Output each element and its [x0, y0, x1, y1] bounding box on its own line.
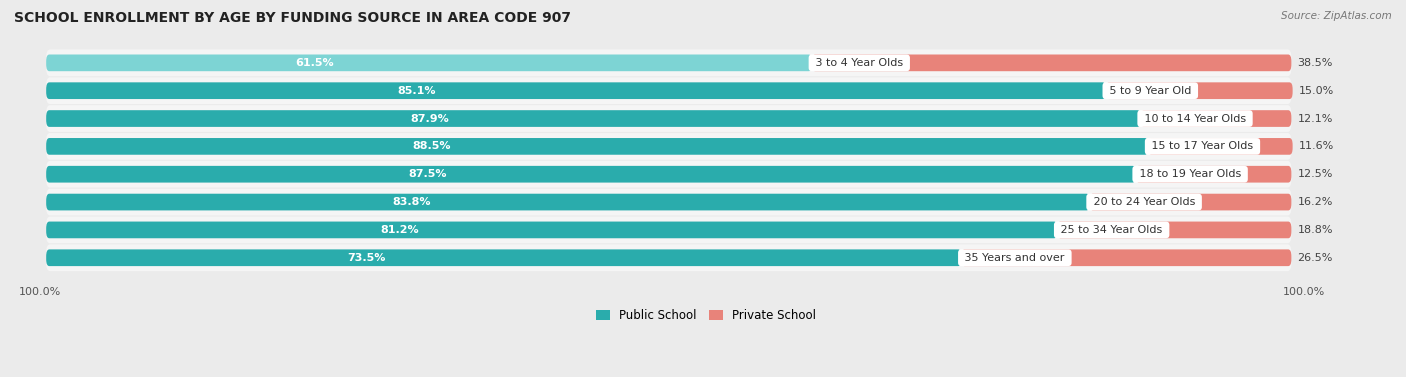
FancyBboxPatch shape [46, 110, 1140, 127]
FancyBboxPatch shape [1090, 194, 1291, 210]
FancyBboxPatch shape [46, 216, 1291, 243]
Text: 87.9%: 87.9% [411, 113, 449, 124]
FancyBboxPatch shape [1057, 222, 1291, 238]
Text: 73.5%: 73.5% [347, 253, 385, 263]
Text: 16.2%: 16.2% [1298, 197, 1333, 207]
Text: 15.0%: 15.0% [1299, 86, 1334, 96]
FancyBboxPatch shape [46, 138, 1149, 155]
Text: 3 to 4 Year Olds: 3 to 4 Year Olds [813, 58, 907, 68]
FancyBboxPatch shape [46, 244, 1291, 271]
Text: 12.5%: 12.5% [1298, 169, 1333, 179]
Text: 88.5%: 88.5% [412, 141, 451, 152]
FancyBboxPatch shape [1136, 166, 1291, 182]
Text: 38.5%: 38.5% [1298, 58, 1333, 68]
Text: 18 to 19 Year Olds: 18 to 19 Year Olds [1136, 169, 1244, 179]
Text: 18.8%: 18.8% [1298, 225, 1333, 235]
FancyBboxPatch shape [46, 194, 1090, 210]
Text: 61.5%: 61.5% [295, 58, 333, 68]
FancyBboxPatch shape [46, 133, 1291, 160]
Text: 20 to 24 Year Olds: 20 to 24 Year Olds [1090, 197, 1198, 207]
Text: 85.1%: 85.1% [398, 86, 436, 96]
Text: 15 to 17 Year Olds: 15 to 17 Year Olds [1149, 141, 1257, 152]
Text: 26.5%: 26.5% [1298, 253, 1333, 263]
FancyBboxPatch shape [46, 222, 1057, 238]
FancyBboxPatch shape [1107, 82, 1292, 99]
FancyBboxPatch shape [46, 161, 1291, 188]
FancyBboxPatch shape [46, 77, 1291, 104]
Text: 11.6%: 11.6% [1299, 141, 1334, 152]
FancyBboxPatch shape [1140, 110, 1291, 127]
Text: 81.2%: 81.2% [381, 225, 419, 235]
Text: 10 to 14 Year Olds: 10 to 14 Year Olds [1140, 113, 1250, 124]
FancyBboxPatch shape [46, 166, 1136, 182]
Text: 12.1%: 12.1% [1298, 113, 1333, 124]
FancyBboxPatch shape [813, 55, 1291, 71]
Text: 35 Years and over: 35 Years and over [962, 253, 1069, 263]
Text: 87.5%: 87.5% [408, 169, 447, 179]
Legend: Public School, Private School: Public School, Private School [591, 304, 821, 326]
FancyBboxPatch shape [46, 189, 1291, 215]
FancyBboxPatch shape [46, 250, 962, 266]
Text: 83.8%: 83.8% [392, 197, 430, 207]
FancyBboxPatch shape [46, 105, 1291, 132]
FancyBboxPatch shape [46, 82, 1107, 99]
Text: 5 to 9 Year Old: 5 to 9 Year Old [1107, 86, 1195, 96]
FancyBboxPatch shape [962, 250, 1291, 266]
FancyBboxPatch shape [46, 49, 1291, 76]
Text: Source: ZipAtlas.com: Source: ZipAtlas.com [1281, 11, 1392, 21]
Text: SCHOOL ENROLLMENT BY AGE BY FUNDING SOURCE IN AREA CODE 907: SCHOOL ENROLLMENT BY AGE BY FUNDING SOUR… [14, 11, 571, 25]
FancyBboxPatch shape [46, 55, 813, 71]
Text: 25 to 34 Year Olds: 25 to 34 Year Olds [1057, 225, 1166, 235]
FancyBboxPatch shape [1149, 138, 1292, 155]
